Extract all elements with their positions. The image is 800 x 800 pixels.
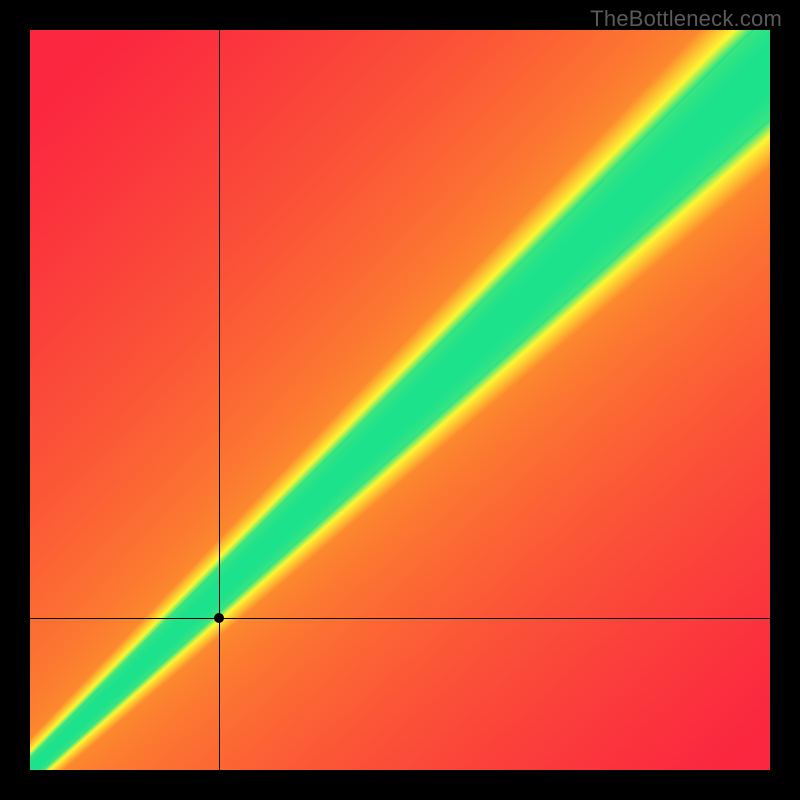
crosshair-horizontal xyxy=(30,618,770,619)
chart-container: TheBottleneck.com xyxy=(0,0,800,800)
crosshair-marker xyxy=(214,613,224,623)
plot-area xyxy=(30,30,770,770)
watermark-text: TheBottleneck.com xyxy=(590,6,782,32)
heatmap-canvas xyxy=(30,30,770,770)
crosshair-vertical xyxy=(219,30,220,770)
